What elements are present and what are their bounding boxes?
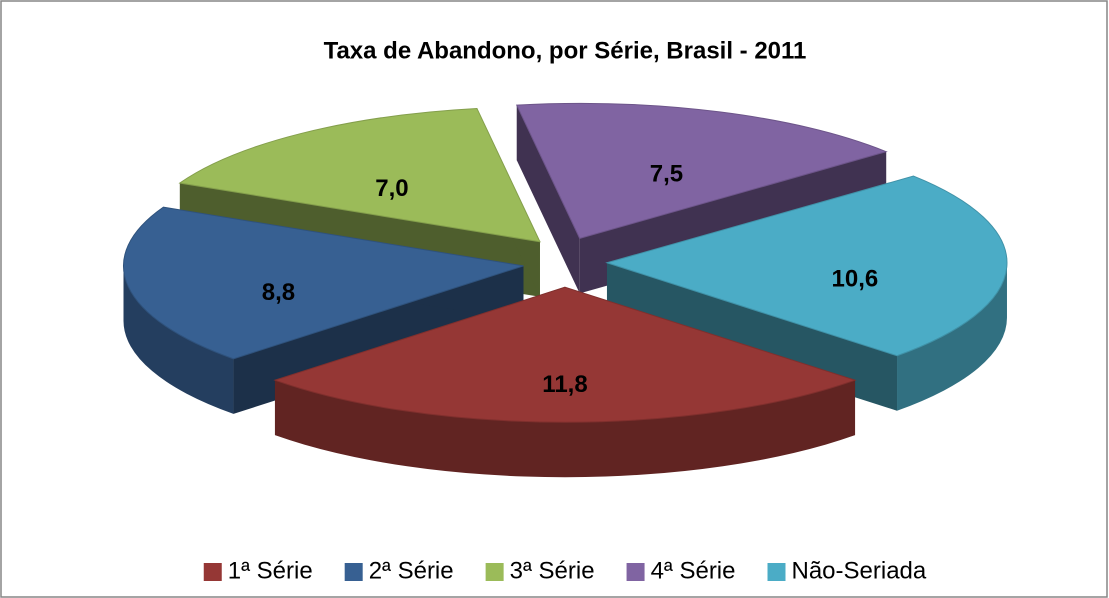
slice [605, 175, 1008, 357]
slice-wall [516, 105, 580, 294]
legend-swatch [344, 563, 363, 581]
slice [123, 206, 524, 360]
legend-label: Não-Seriada [792, 557, 927, 584]
legend-swatch [203, 563, 222, 581]
data-label: 10,6 [832, 266, 879, 293]
legend-label: 1ª Série [228, 557, 313, 584]
legend-swatch [485, 563, 504, 581]
slice [273, 286, 857, 423]
legend-label: 4ª Série [651, 557, 736, 584]
slice [273, 286, 857, 478]
legend-label: 2ª Série [369, 557, 454, 584]
slice-side [123, 265, 234, 414]
legend-swatch [626, 563, 645, 581]
data-label: 7,5 [650, 160, 683, 187]
legend-swatch [767, 563, 786, 581]
legend-label: 3ª Série [510, 557, 595, 584]
data-label: 7,0 [375, 175, 408, 202]
slice-side [274, 380, 856, 478]
slice-side [897, 262, 1007, 411]
chart-title: Taxa de Abandono, por Série, Brasil - 20… [324, 37, 807, 64]
slice [515, 102, 888, 239]
slice [178, 107, 541, 243]
data-label: 8,8 [262, 279, 295, 306]
data-label: 11,8 [542, 371, 587, 398]
